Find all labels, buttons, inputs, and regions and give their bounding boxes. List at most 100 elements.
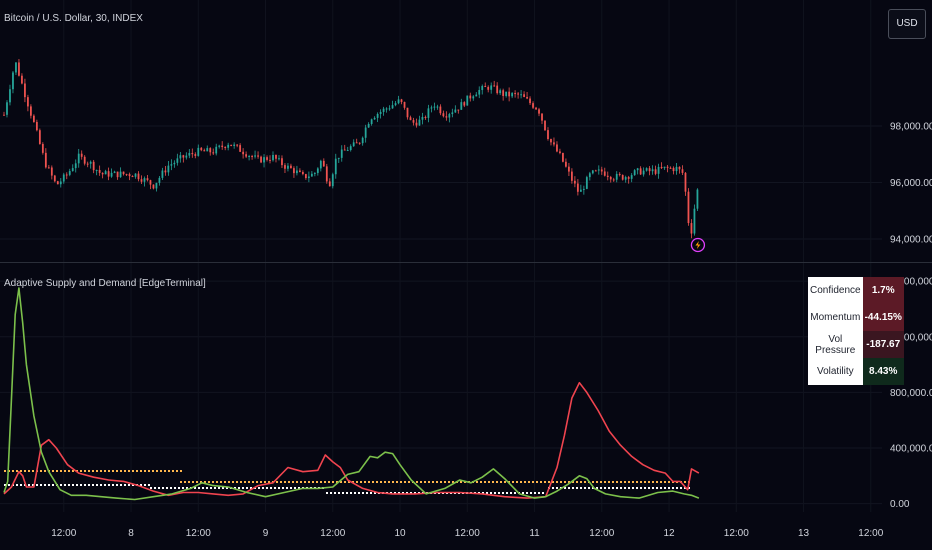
zone-dot [120,470,122,472]
candle-body [59,181,62,185]
zone-dot [616,481,618,483]
zone-dot [648,481,650,483]
grid [0,0,882,512]
candle-body [146,178,149,181]
zone-dot [538,492,540,494]
candle-body [209,148,212,153]
candle-body [355,142,358,144]
candle-body [523,94,525,97]
zone-dot [534,492,536,494]
candle-body [221,145,224,147]
zone-dot [584,481,586,483]
zone-dot [192,481,194,483]
x-tick-label: 12:00 [320,528,345,539]
zone-dot [178,487,180,489]
candle-body [331,174,334,187]
zone-dot [480,481,482,483]
zone-dot [488,481,490,483]
zone-dot [556,487,558,489]
zone-dot [414,492,416,494]
candle-body [660,166,663,169]
stats-row-confidence: Confidence 1.7% [808,277,904,304]
zone-dot [152,470,154,472]
y-tick-label: 96,000.00 [890,178,932,189]
candle-body [565,161,567,167]
zone-dot [576,487,578,489]
zone-dot [596,487,598,489]
candle-body [490,85,493,90]
zone-dot [40,470,42,472]
candle-body [110,172,113,177]
candle-body [663,166,666,169]
zone-dot [688,487,690,489]
candle-body [636,168,639,171]
zone-dot [112,484,114,486]
candle-body [409,117,412,121]
candle-body [281,158,283,166]
zone-dot [410,492,412,494]
candle-body [576,183,579,192]
x-tick-label: 9 [263,528,269,539]
candle-body [248,156,250,158]
x-tick-label: 13 [798,528,810,539]
zone-dot [684,481,686,483]
zone-dot [80,470,82,472]
zone-dot [600,487,602,489]
flash-icon[interactable] [690,237,706,253]
zone-dot [336,481,338,483]
candle-body [89,161,92,164]
zone-dot [644,487,646,489]
zone-dot [206,487,208,489]
zone-dot [448,481,450,483]
candle-body [179,155,182,159]
candle-body [615,173,618,180]
candle-body [478,89,481,95]
candle-body [376,113,379,118]
zone-dot [648,487,650,489]
zone-dot [504,481,506,483]
candle-body [35,121,38,131]
zone-dot [684,487,686,489]
y-tick-label: 1,600,000.00 [890,277,932,288]
zone-dot [268,481,270,483]
zone-dot [500,481,502,483]
supply-line [3,381,700,499]
candle-body [74,163,77,169]
candle-body [358,142,361,144]
stat-label: Momentum [808,304,863,331]
candle-body [648,168,651,172]
zone-dot [198,487,200,489]
zone-dot [620,487,622,489]
zone-dot [252,481,254,483]
zone-dot [358,492,360,494]
candle-body [125,174,128,176]
zone-dot [308,481,310,483]
candle-body [155,182,158,189]
currency-button[interactable]: USD [888,9,926,39]
candle-body [227,144,230,148]
zone-dot [132,470,134,472]
zone-dot [8,470,10,472]
zone-dot [588,487,590,489]
zone-dot [160,470,162,472]
zone-dot [604,481,606,483]
symbol-title: Bitcoin / U.S. Dollar, 30, INDEX [4,13,143,24]
zone-dot [672,487,674,489]
candle-body [621,174,624,180]
candle-body [104,171,107,175]
candle-body [257,155,259,157]
candle-body [206,148,209,152]
zone-dot [298,487,300,489]
zone-dot [506,492,508,494]
zone-dot [624,481,626,483]
zone-dot [632,481,634,483]
candle-body [95,169,98,171]
candle-body [128,174,131,177]
zone-dot [276,481,278,483]
zone-dot [528,481,530,483]
candle-body [119,171,122,178]
candle-body [532,103,534,108]
zone-dot [366,492,368,494]
zone-dot [640,481,642,483]
